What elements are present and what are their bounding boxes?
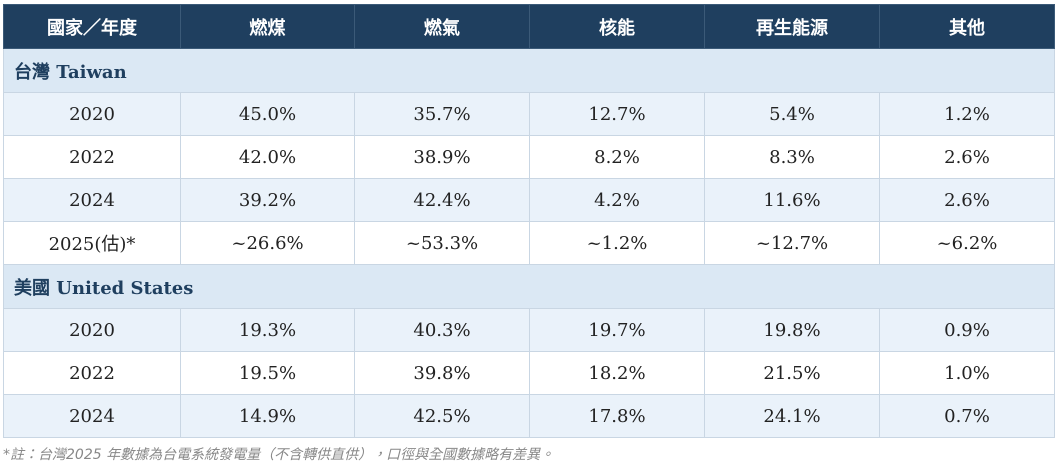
table-container: 國家／年度 燃煤 燃氣 核能 再生能源 其他 台灣 Taiwan 2020 45.0% 35.7… [3, 4, 1055, 438]
value-cell: 0.7% [879, 394, 1055, 438]
group-row: 台灣 Taiwan [3, 48, 1055, 93]
value-cell: 19.7% [529, 308, 705, 352]
value-cell: 18.2% [529, 351, 705, 395]
value-cell: 39.2% [180, 178, 355, 222]
header-cell: 燃煤 [180, 4, 355, 49]
value-cell: 17.8% [529, 394, 705, 438]
data-row: 2024 39.2% 42.4% 4.2% 11.6% 2.6% [3, 178, 1055, 222]
value-cell: ~1.2% [529, 221, 705, 265]
group-label: 美國 United States [3, 264, 1055, 309]
value-cell: 1.0% [879, 351, 1055, 395]
value-cell: 42.5% [354, 394, 530, 438]
group-row: 美國 United States [3, 264, 1055, 309]
value-cell: ~12.7% [704, 221, 880, 265]
year-cell: 2022 [3, 135, 181, 179]
value-cell: 4.2% [529, 178, 705, 222]
footnote: *註：台灣2025 年數據為台電系統發電量（不含轉供直供），口徑與全國數據略有差… [3, 447, 555, 463]
value-cell: 24.1% [704, 394, 880, 438]
header-row: 國家／年度 燃煤 燃氣 核能 再生能源 其他 [3, 4, 1055, 49]
value-cell: 2.6% [879, 135, 1055, 179]
data-row: 2022 19.5% 39.8% 18.2% 21.5% 1.0% [3, 351, 1055, 395]
data-row: 2025(估)* ~26.6% ~53.3% ~1.2% ~12.7% ~6.2% [3, 221, 1055, 265]
value-cell: 42.4% [354, 178, 530, 222]
value-cell: 0.9% [879, 308, 1055, 352]
header-cell: 再生能源 [704, 4, 880, 49]
value-cell: 45.0% [180, 92, 355, 136]
header-cell: 國家／年度 [3, 4, 181, 49]
value-cell: 42.0% [180, 135, 355, 179]
value-cell: ~53.3% [354, 221, 530, 265]
value-cell: 39.8% [354, 351, 530, 395]
value-cell: 40.3% [354, 308, 530, 352]
year-cell: 2020 [3, 92, 181, 136]
value-cell: 12.7% [529, 92, 705, 136]
table-body: 台灣 Taiwan 2020 45.0% 35.7% 12.7% 5.4% 1.2% 2022… [3, 48, 1055, 438]
header-cell: 核能 [529, 4, 705, 49]
year-cell: 2022 [3, 351, 181, 395]
value-cell: 8.3% [704, 135, 880, 179]
year-cell: 2024 [3, 394, 181, 438]
value-cell: 5.4% [704, 92, 880, 136]
value-cell: 1.2% [879, 92, 1055, 136]
value-cell: 8.2% [529, 135, 705, 179]
value-cell: 21.5% [704, 351, 880, 395]
header-cell: 燃氣 [354, 4, 530, 49]
data-row: 2020 45.0% 35.7% 12.7% 5.4% 1.2% [3, 92, 1055, 136]
value-cell: 2.6% [879, 178, 1055, 222]
data-row: 2022 42.0% 38.9% 8.2% 8.3% 2.6% [3, 135, 1055, 179]
energy-table: 國家／年度 燃煤 燃氣 核能 再生能源 其他 台灣 Taiwan 2020 45.0% 35.7… [3, 4, 1055, 438]
value-cell: 11.6% [704, 178, 880, 222]
data-row: 2024 14.9% 42.5% 17.8% 24.1% 0.7% [3, 394, 1055, 438]
value-cell: ~6.2% [879, 221, 1055, 265]
value-cell: ~26.6% [180, 221, 355, 265]
value-cell: 19.3% [180, 308, 355, 352]
year-cell: 2020 [3, 308, 181, 352]
value-cell: 19.5% [180, 351, 355, 395]
group-label: 台灣 Taiwan [3, 48, 1055, 93]
header-cell: 其他 [879, 4, 1055, 49]
value-cell: 14.9% [180, 394, 355, 438]
value-cell: 35.7% [354, 92, 530, 136]
year-cell: 2025(估)* [3, 221, 181, 265]
year-cell: 2024 [3, 178, 181, 222]
value-cell: 19.8% [704, 308, 880, 352]
data-row: 2020 19.3% 40.3% 19.7% 19.8% 0.9% [3, 308, 1055, 352]
value-cell: 38.9% [354, 135, 530, 179]
